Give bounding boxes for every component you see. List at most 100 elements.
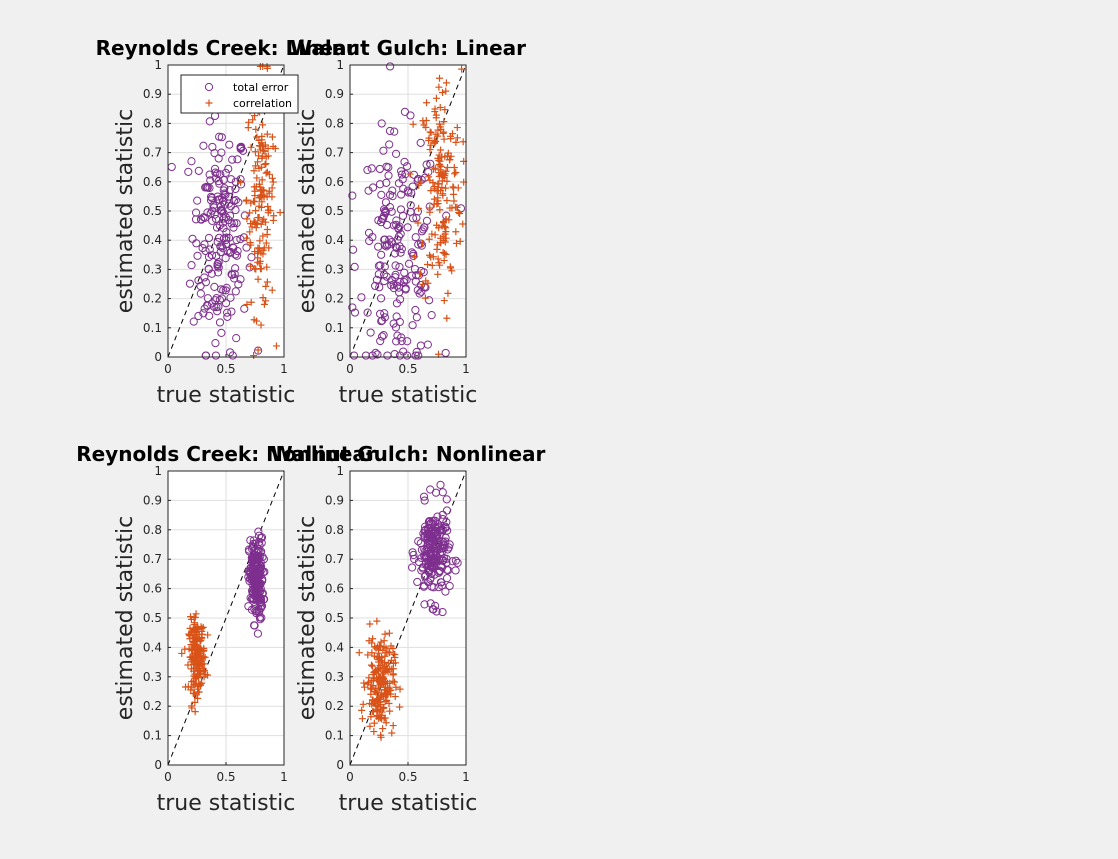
data-point-circle	[416, 341, 425, 350]
data-point-circle	[422, 160, 431, 169]
data-point-plus	[237, 178, 245, 186]
data-point-circle	[247, 253, 256, 262]
data-point-plus	[453, 134, 461, 142]
data-point-circle	[411, 351, 420, 360]
data-point-plus	[376, 698, 384, 706]
data-point-circle	[412, 313, 421, 322]
data-point-plus	[250, 167, 258, 175]
x-tick-label: 0	[346, 770, 354, 784]
data-point-circle	[214, 263, 223, 272]
data-point-plus	[452, 228, 460, 236]
data-point-circle	[431, 488, 441, 497]
data-point-circle	[390, 127, 399, 136]
data-point-circle	[371, 281, 380, 291]
data-point-plus	[191, 626, 199, 634]
y-tick-label: 0.6	[143, 175, 162, 189]
data-point-plus	[417, 178, 425, 186]
data-point-circle	[417, 227, 427, 236]
data-point-plus	[261, 160, 269, 168]
data-point-circle	[409, 249, 418, 258]
data-point-plus	[364, 651, 372, 659]
data-point-plus	[379, 680, 387, 688]
data-point-circle	[205, 117, 214, 126]
data-point-plus	[359, 700, 367, 708]
data-point-circle	[438, 607, 447, 617]
y-axis-label: estimated statistic	[113, 109, 138, 313]
data-point-circle	[193, 196, 202, 205]
data-point-plus	[262, 239, 270, 247]
data-point-plus	[425, 137, 433, 145]
data-point-plus	[247, 143, 255, 151]
y-tick-label: 0.5	[325, 611, 344, 625]
data-point-plus	[268, 286, 276, 294]
data-point-plus	[442, 224, 450, 232]
data-point-plus	[431, 164, 439, 172]
data-point-plus	[259, 250, 267, 258]
data-point-circle	[384, 171, 393, 180]
y-tick-label: 0.5	[143, 611, 162, 625]
data-point-circle	[203, 208, 212, 217]
data-point-plus	[428, 261, 436, 269]
data-point-circle	[232, 219, 241, 228]
data-point-circle	[410, 264, 420, 274]
data-point-circle	[397, 333, 406, 342]
data-point-circle	[420, 496, 429, 505]
data-point-plus	[247, 298, 255, 306]
data-point-circle	[389, 319, 398, 328]
data-point-plus	[440, 249, 448, 257]
data-point-circle	[434, 568, 443, 578]
data-point-circle	[212, 223, 222, 232]
data-point-circle	[398, 175, 407, 184]
data-point-plus	[452, 168, 460, 176]
subplot-title: Reynolds Creek: Linear	[96, 36, 357, 60]
data-point-circle	[215, 221, 224, 230]
data-point-plus	[431, 185, 439, 193]
data-point-circle	[397, 337, 406, 346]
data-point-circle	[373, 350, 382, 359]
data-point-plus	[272, 342, 280, 350]
x-tick-label: 0	[164, 362, 172, 376]
data-point-circle	[393, 331, 402, 340]
data-point-plus	[189, 690, 197, 698]
data-point-circle	[438, 515, 447, 524]
data-point-plus	[442, 184, 450, 192]
y-tick-label: 0.1	[143, 729, 162, 743]
data-point-plus	[459, 220, 467, 228]
data-point-plus	[194, 672, 202, 680]
y-axis-label: estimated statistic	[295, 109, 320, 313]
data-point-plus	[443, 177, 451, 185]
data-point-circle	[414, 351, 423, 360]
data-point-circle	[254, 564, 263, 573]
data-point-circle	[215, 318, 225, 327]
data-point-circle	[408, 321, 417, 330]
data-point-plus	[443, 197, 451, 205]
x-tick-label: 1	[462, 362, 470, 376]
data-point-plus	[198, 634, 206, 642]
data-point-circle	[202, 182, 211, 192]
data-point-plus	[435, 259, 443, 267]
data-point-plus	[199, 623, 207, 631]
data-point-circle	[408, 182, 417, 191]
data-point-circle	[396, 248, 405, 257]
data-point-plus	[424, 279, 432, 287]
data-point-circle	[207, 269, 216, 278]
data-point-plus	[198, 654, 206, 662]
data-point-plus	[256, 257, 264, 265]
data-point-circle	[245, 574, 255, 584]
data-point-plus	[441, 153, 449, 161]
data-point-plus	[196, 659, 204, 667]
legend-marker-plus	[205, 99, 213, 107]
y-tick-label: 0.8	[143, 116, 162, 130]
data-point-circle	[409, 251, 418, 260]
data-point-circle	[199, 309, 208, 318]
data-point-plus	[377, 733, 385, 741]
data-point-circle	[227, 219, 236, 228]
data-point-plus	[375, 715, 383, 723]
data-point-circle	[385, 140, 394, 149]
data-point-circle	[407, 271, 416, 280]
data-point-plus	[262, 169, 270, 177]
data-point-circle	[430, 570, 439, 579]
data-point-circle	[391, 270, 400, 279]
x-tick-label: 0	[164, 770, 172, 784]
series-total-error	[408, 480, 462, 617]
